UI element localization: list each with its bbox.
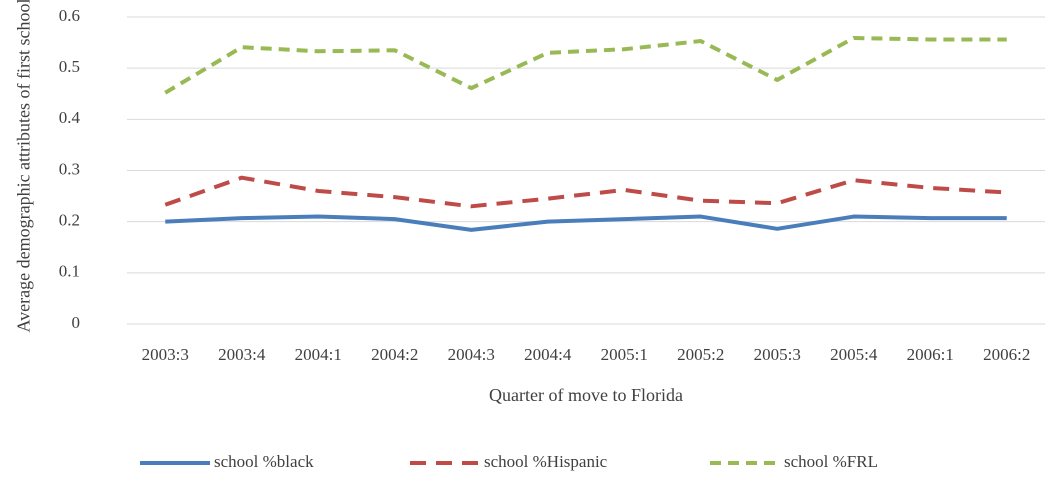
x-tick-label: 2003:3 <box>142 345 189 364</box>
x-tick-label: 2006:1 <box>907 345 954 364</box>
y-tick-label: 0.4 <box>59 108 81 127</box>
x-tick-label: 2004:2 <box>371 345 418 364</box>
y-axis-label: Average demographic attributes of first … <box>13 0 34 333</box>
x-tick-label: 2004:1 <box>295 345 342 364</box>
y-tick-label: 0.2 <box>59 211 80 230</box>
y-tick-label: 0.6 <box>59 6 80 25</box>
y-tick-label: 0.5 <box>59 57 80 76</box>
x-tick-label: 2004:4 <box>524 345 572 364</box>
legend-label: school %FRL <box>784 452 878 471</box>
y-tick-label: 0 <box>72 313 81 332</box>
y-tick-label: 0.1 <box>59 262 80 281</box>
x-tick-label: 2003:4 <box>218 345 266 364</box>
y-tick-label: 0.3 <box>59 159 80 178</box>
x-tick-label: 2005:2 <box>677 345 724 364</box>
legend-label: school %Hispanic <box>484 452 608 471</box>
legend-label: school %black <box>214 452 314 471</box>
x-tick-label: 2005:3 <box>754 345 801 364</box>
x-tick-label: 2005:1 <box>601 345 648 364</box>
x-axis-label: Quarter of move to Florida <box>489 385 683 405</box>
series-line <box>165 214 1007 232</box>
series-line <box>164 35 1007 95</box>
x-tick-label: 2005:4 <box>830 345 878 364</box>
x-tick-label: 2004:3 <box>448 345 495 364</box>
x-tick-label: 2006:2 <box>983 345 1030 364</box>
series-line <box>164 175 1007 209</box>
